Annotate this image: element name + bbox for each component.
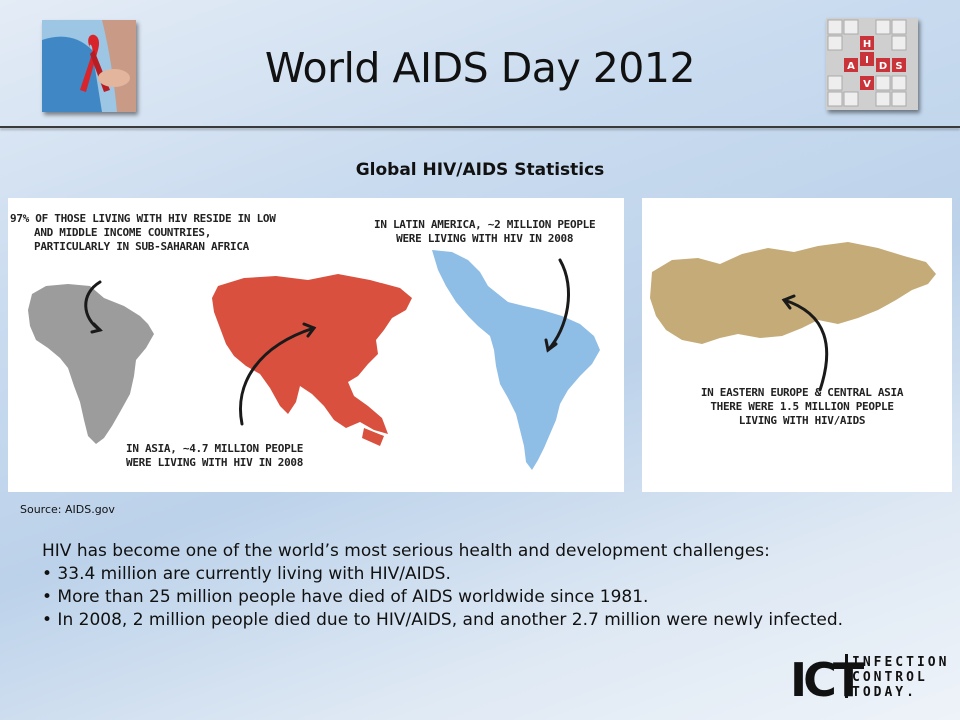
africa-caption: 97% OF THOSE LIVING WITH HIV RESIDE IN L… — [10, 212, 276, 253]
statistics-text: HIV has become one of the world’s most s… — [42, 540, 902, 632]
bullet-item: • In 2008, 2 million people died due to … — [42, 610, 844, 630]
eastern-europe-central-asia-map — [650, 242, 936, 344]
hiv-aids-tiles-photo: HIV AI DS — [826, 18, 918, 110]
latin-america-caption: IN LATIN AMERICA, ~2 MILLION PEOPLE WERE… — [374, 218, 596, 245]
infographic-eastern-europe: IN EASTERN EUROPE & CENTRAL ASIA THERE W… — [642, 198, 952, 492]
tile-letter: H — [863, 39, 871, 50]
source-credit: Source: AIDS.gov — [20, 503, 115, 516]
tile-letter: I — [865, 55, 869, 66]
bullet-item: • More than 25 million people have died … — [42, 587, 649, 607]
latin-america-map — [432, 250, 600, 470]
red-ribbon-photo — [42, 20, 136, 112]
svg-text:ICT: ICT — [790, 653, 865, 700]
infographic-world-regions: 97% OF THOSE LIVING WITH HIV RESIDE IN L… — [8, 198, 624, 492]
title-divider — [0, 126, 960, 128]
tile-letter: S — [895, 61, 902, 72]
tile-letter: V — [863, 79, 871, 90]
svg-text:INFECTION: INFECTION — [852, 655, 949, 670]
asia-caption: IN ASIA, ~4.7 MILLION PEOPLE WERE LIVING… — [126, 442, 304, 469]
slide-title: World AIDS Day 2012 — [264, 44, 696, 92]
bullet-item: • 33.4 million are currently living with… — [42, 564, 451, 584]
intro-text: HIV has become one of the world’s most s… — [42, 541, 770, 561]
asia-map — [212, 274, 412, 434]
tile-letter: A — [847, 61, 855, 72]
svg-text:TODAY.: TODAY. — [852, 685, 917, 700]
tile-letter: D — [879, 61, 887, 72]
africa-map — [28, 284, 154, 444]
svg-text:CONTROL: CONTROL — [852, 670, 928, 685]
infection-control-today-logo: ICT INFECTION CONTROL TODAY. — [790, 650, 950, 707]
eastern-europe-caption: IN EASTERN EUROPE & CENTRAL ASIA THERE W… — [700, 386, 904, 427]
slide-subtitle: Global HIV/AIDS Statistics — [355, 160, 605, 180]
